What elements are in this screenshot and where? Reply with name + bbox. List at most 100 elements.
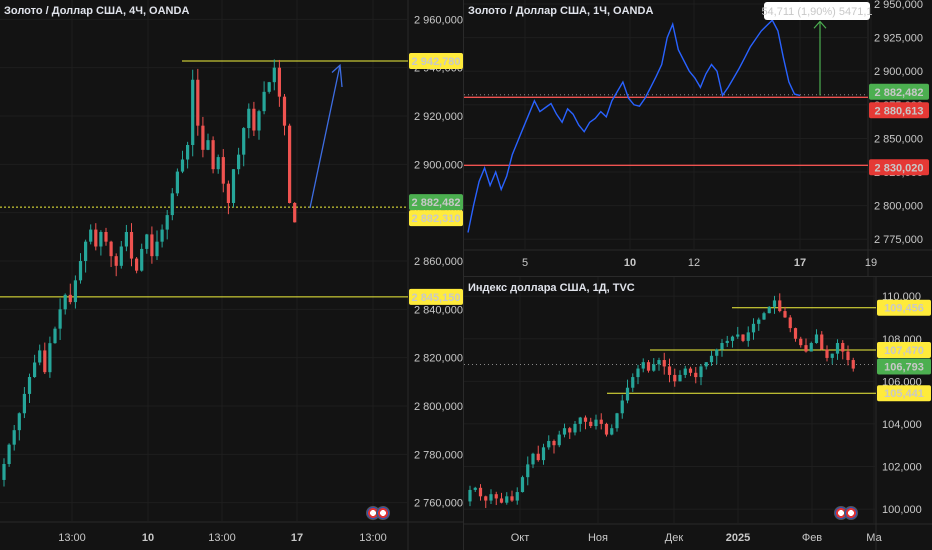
price-badge: 2 882,482 [875,87,924,99]
chart-dxy-1d-svg[interactable]: 110,000108,000106,000104,000102,000100,0… [464,277,932,550]
candle-body [68,294,72,303]
candle-body [12,430,16,445]
candle-body [262,91,266,112]
candle-body [699,366,703,378]
candle-body [657,360,661,365]
x-tick-label: 13:00 [208,532,236,544]
y-tick-label: 2 925,000 [874,33,923,45]
y-tick-label: 2 900,000 [414,159,463,171]
price-badge: 2 845,150 [412,292,461,304]
price-badge: 106,793 [884,361,924,373]
candle-body [641,362,645,369]
candle-body [820,334,824,350]
candle-body [688,368,693,373]
candle-body [610,428,614,435]
y-tick-label: 102,000 [882,462,922,474]
candle-body [730,336,735,341]
candle-body [704,362,708,367]
price-badge-bg [409,52,463,69]
candle-body [578,417,582,424]
candle-body [667,366,672,375]
price-badge-bg [877,358,931,375]
candle-body [767,306,771,314]
price-badge-bg [409,194,463,211]
candle-body [594,419,598,427]
candle-body [468,489,472,502]
candle-body [63,294,67,310]
candle-body [89,229,93,242]
candle-body [494,494,498,499]
x-tick-label: Окт [511,532,530,544]
candle-body [165,215,169,230]
candle-body [531,453,535,465]
candle-body [552,440,556,446]
x-tick-label: Ма [866,532,882,544]
y-tick-label: 2 960,000 [414,14,463,26]
y-tick-label: 2 800,000 [414,401,463,413]
price-badge-bg [877,385,931,402]
candle-body [129,232,134,259]
candle-body [489,494,493,501]
projection-arrow-head [331,63,343,88]
y-tick-label: 2 900,000 [874,66,923,78]
candle-body [683,368,687,375]
price-badge: 109,456 [884,303,924,315]
candle-body [231,169,236,203]
candle-body [646,362,651,371]
panel-divider-vertical[interactable] [463,0,464,550]
candle-body [505,496,509,503]
candle-body [499,498,504,503]
candle-body [155,241,159,257]
candle-body [825,349,829,358]
chart-panel-dxy-1d[interactable]: 110,000 108,000 106,000 104,000 102,000 100,0… [464,277,932,550]
candle-body [720,343,724,350]
price-badge: 2 882,310 [412,213,461,225]
x-tick-label: 5 [522,257,528,269]
candle-body [757,319,761,324]
candle-body [515,492,519,501]
candle-body [583,417,588,422]
candle-body [484,496,488,501]
candle-body [201,125,205,150]
candle-body [851,360,855,369]
x-tick-label: 13:00 [359,532,387,544]
candle-body [778,300,782,312]
y-tick-label: 2 860,000 [414,256,463,268]
candle-body [536,453,540,461]
measure-label-bg [764,2,870,20]
x-tick-label: 2025 [726,532,750,544]
candle-body [615,413,619,429]
y-tick-label: 104,000 [882,419,922,431]
y-tick-label: 2 800,000 [874,201,923,213]
chart-title-dxy-1d: Индекс доллара США, 1Д, TVC [468,282,635,294]
x-tick-label: 12 [688,257,700,269]
candle-body [257,111,261,131]
candle-body [53,328,57,344]
candle-body [762,313,766,320]
candle-body [788,317,792,329]
candle-body [43,350,47,373]
candle-body [631,377,635,388]
us-flag-icon [834,506,858,520]
candle-body [48,343,52,373]
candle-body [216,157,220,170]
x-tick-label: 17 [794,257,806,269]
candle-body [7,444,11,464]
candle-body [715,349,719,356]
price-badge: 107,470 [884,345,924,357]
y-tick-label: 2 840,000 [414,304,463,316]
candle-body [799,338,803,346]
candle-body [751,323,756,333]
candle-body [662,360,666,367]
candle-body [175,171,179,194]
candle-body [814,334,819,344]
candle-body [140,248,144,271]
candle-body [58,309,62,329]
panel-divider-horizontal[interactable] [464,276,932,277]
candle-body [38,350,42,363]
candle-body [282,96,287,126]
